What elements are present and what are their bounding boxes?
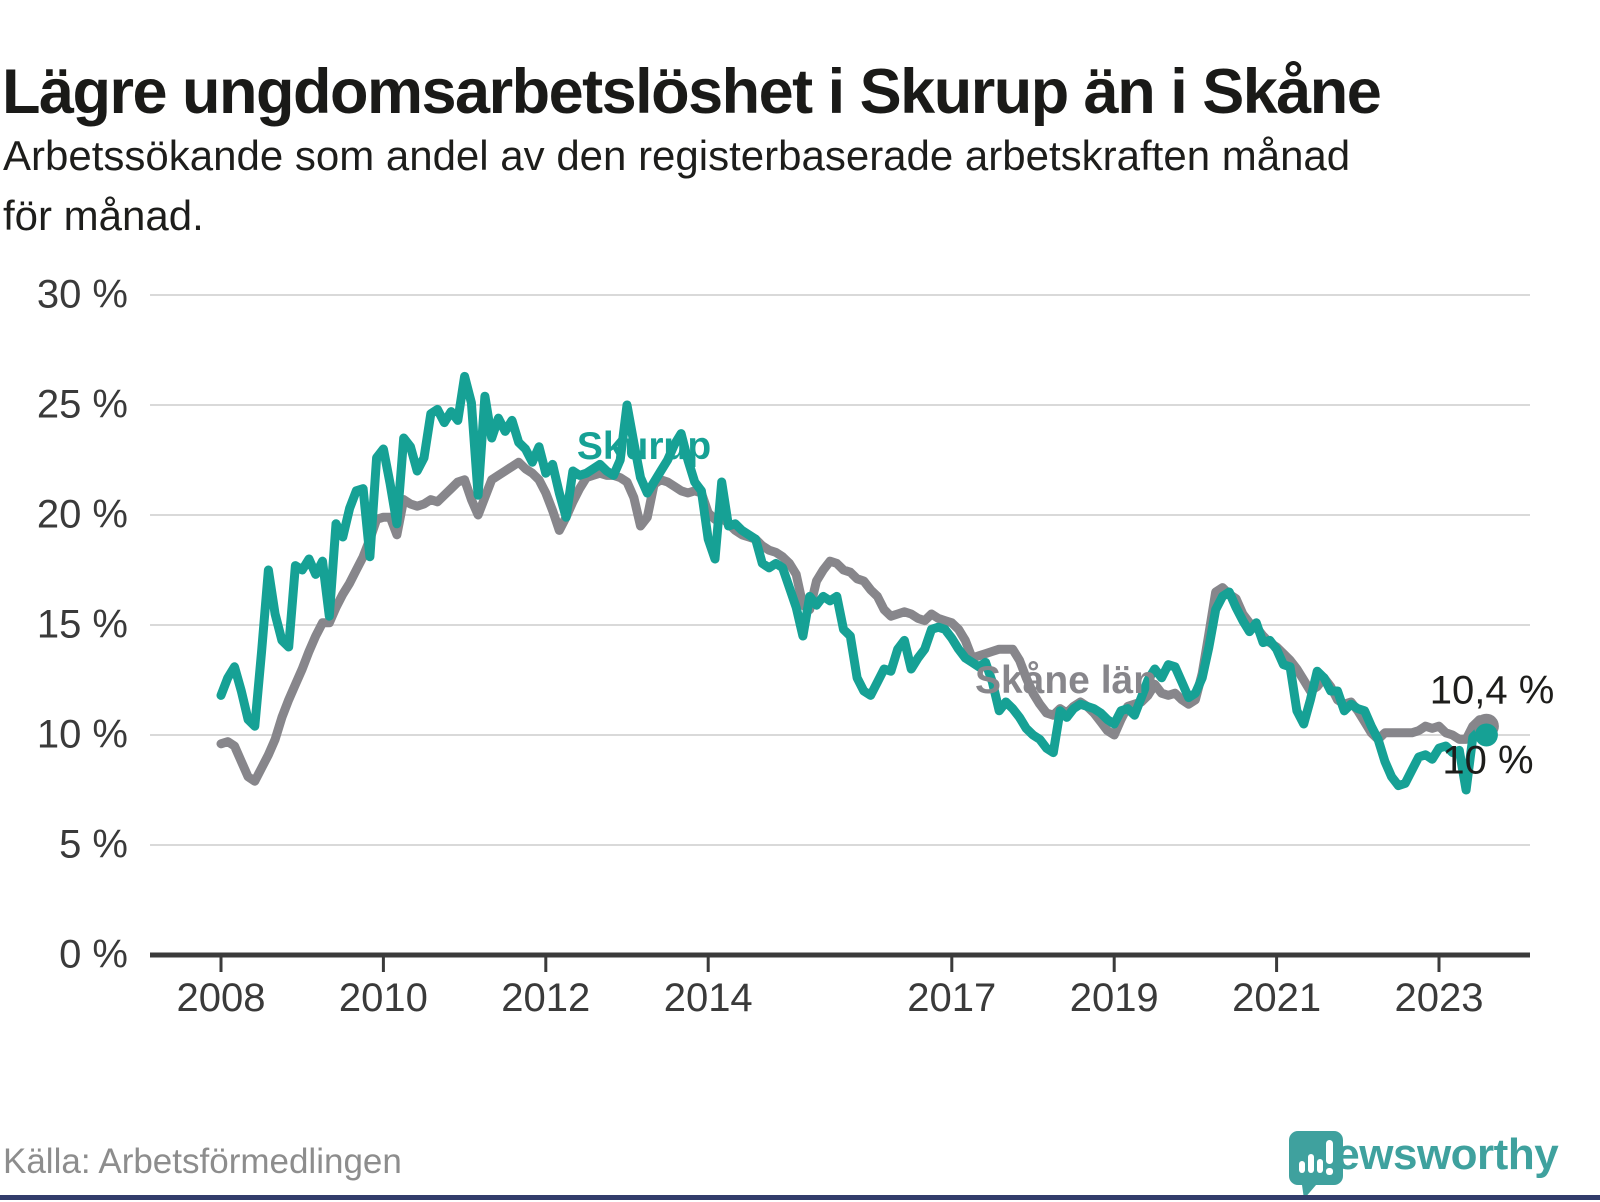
y-axis-label: 20 % bbox=[36, 492, 128, 537]
chart-subtitle: Arbetssökande som andel av den registerb… bbox=[3, 126, 1563, 245]
x-axis-label: 2017 bbox=[907, 976, 997, 1020]
newsworthy-wordmark: Newsworthy bbox=[1304, 1130, 1559, 1179]
bottom-accent-bar bbox=[0, 1195, 1600, 1200]
x-axis-label: 2014 bbox=[663, 976, 753, 1020]
x-axis-label: 2019 bbox=[1069, 976, 1159, 1020]
page-title: Lägre ungdomsarbetslöshet i Skurup än i … bbox=[2, 57, 1382, 128]
y-axis-label: 5 % bbox=[59, 822, 128, 867]
x-axis-label: 2010 bbox=[338, 976, 428, 1020]
series-label-skurup: Skurup bbox=[576, 425, 712, 468]
subtitle-line-2: för månad. bbox=[3, 191, 204, 239]
end-value-label-skurup: 10 % bbox=[1442, 738, 1534, 783]
x-axis-label: 2021 bbox=[1232, 976, 1322, 1020]
series-label-skane-lan: Skåne län bbox=[974, 659, 1158, 702]
x-axis-label: 2008 bbox=[176, 976, 266, 1020]
y-axis-label: 0 % bbox=[59, 932, 128, 977]
y-axis-label: 30 % bbox=[36, 272, 128, 317]
end-value-label-skane: 10,4 % bbox=[1429, 668, 1555, 713]
newsworthy-icon bbox=[1289, 1131, 1343, 1199]
y-axis-label: 15 % bbox=[36, 602, 128, 647]
subtitle-line-1: Arbetssökande som andel av den registerb… bbox=[3, 132, 1351, 179]
newsworthy-logo: Newsworthy bbox=[1288, 1130, 1559, 1199]
source-attribution: Källa: Arbetsförmedlingen bbox=[3, 1142, 402, 1181]
x-axis-label: 2012 bbox=[501, 976, 591, 1020]
x-axis-label: 2023 bbox=[1394, 976, 1484, 1020]
y-axis-label: 25 % bbox=[36, 382, 128, 427]
y-axis-label: 10 % bbox=[36, 712, 128, 757]
